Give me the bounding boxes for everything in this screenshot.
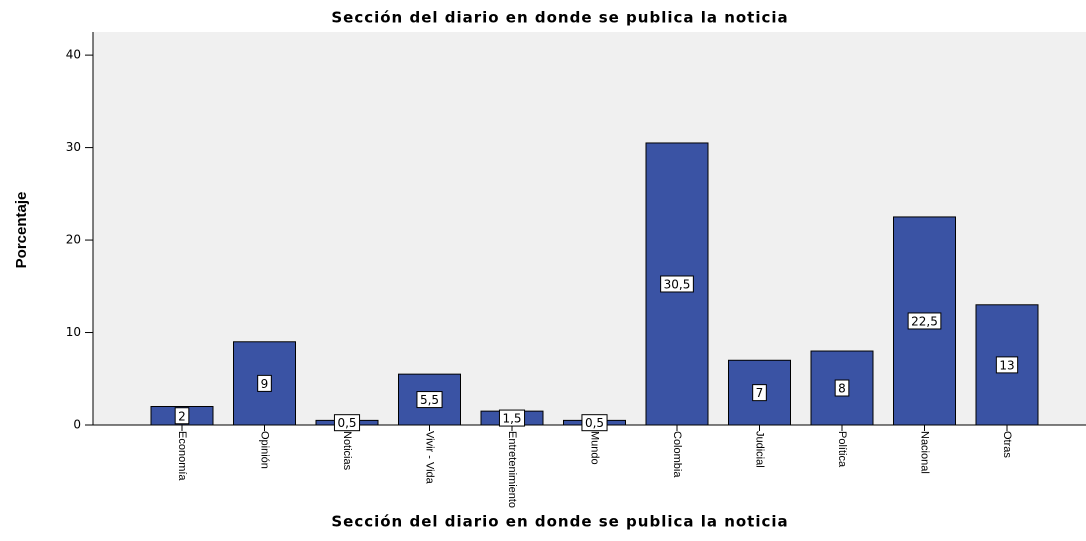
y-tick-label: 20 <box>66 233 81 247</box>
y-tick-label: 30 <box>66 140 81 154</box>
y-axis-title: Porcentaje <box>13 192 30 269</box>
value-label-box <box>995 356 1019 374</box>
value-label-box <box>174 407 190 425</box>
y-tick-label: 40 <box>66 48 81 62</box>
value-label-box <box>257 374 272 392</box>
value-label: 22,5 <box>911 314 938 328</box>
value-label: 7 <box>756 386 764 400</box>
value-label-box <box>907 312 942 330</box>
x-tick-label: Noticias <box>341 431 353 471</box>
value-label-box <box>660 275 694 293</box>
chart-title: Sección del diario en donde se publica l… <box>331 9 788 27</box>
value-label: 1,5 <box>502 412 521 426</box>
value-label-box <box>834 379 850 397</box>
x-tick-label: Colombia <box>671 431 683 478</box>
y-tick-label: 10 <box>66 325 81 339</box>
value-label: 9 <box>261 377 269 391</box>
x-axis-title: Sección del diario en donde se publica l… <box>331 513 788 531</box>
value-label: 0,5 <box>337 416 356 430</box>
x-tick-label: Otras <box>1001 431 1013 458</box>
x-tick-label: Vivir - Vida <box>424 431 436 485</box>
x-tick-label: Mundo <box>589 431 601 465</box>
value-label-box <box>333 414 361 432</box>
value-label-box <box>498 409 526 427</box>
value-label-box <box>752 384 767 402</box>
value-label: 2 <box>178 409 186 423</box>
x-tick-label: Nacional <box>919 431 931 474</box>
x-tick-label: Política <box>836 431 848 468</box>
value-label-box <box>581 414 608 432</box>
value-label: 8 <box>838 382 846 396</box>
value-label: 0,5 <box>585 416 604 430</box>
value-label: 30,5 <box>664 277 691 291</box>
x-tick-label: Economía <box>176 431 188 481</box>
y-tick-label: 0 <box>73 418 81 432</box>
x-tick-label: Opinión <box>259 431 271 469</box>
x-tick-label: Judicial <box>754 431 766 468</box>
value-label-box <box>416 391 443 409</box>
value-label: 13 <box>999 358 1014 372</box>
x-tick-label: Entretenimiento <box>506 431 518 508</box>
value-label: 5,5 <box>420 393 439 407</box>
